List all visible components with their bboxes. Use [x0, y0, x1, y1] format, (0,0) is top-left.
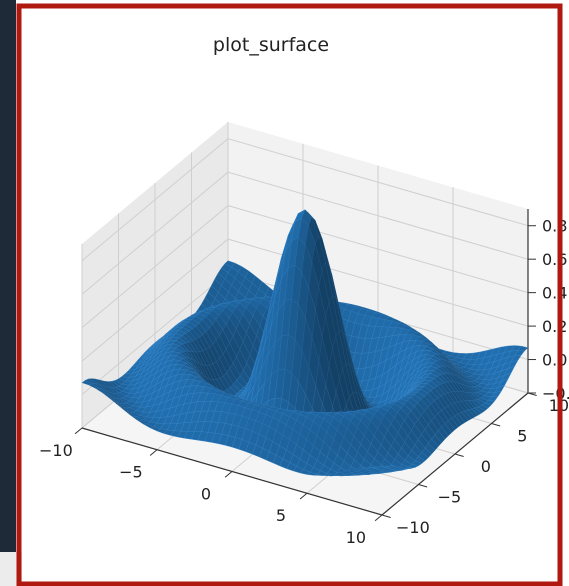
grid-line-z — [81, 171, 529, 295]
x-tick-label: 0 — [201, 484, 211, 503]
z-tick-label: 0.4 — [542, 284, 567, 303]
x-tick-mark — [224, 471, 233, 478]
x-tick-mark — [74, 427, 83, 435]
y-tick-mark — [418, 484, 428, 488]
x-tick-label: −5 — [119, 463, 143, 482]
z-tick-label: 0.0 — [542, 351, 567, 370]
z-tick-label: 0.6 — [542, 250, 567, 269]
x-tick-label: 10 — [346, 528, 366, 547]
x-tick-mark — [299, 492, 308, 500]
grid-line-z — [81, 138, 529, 262]
y-tick-mark — [381, 514, 391, 518]
x-tick-mark — [374, 514, 383, 522]
window-frame — [16, 3, 563, 586]
y-tick-mark — [491, 423, 501, 427]
y-tick-label: −10 — [396, 518, 430, 537]
z-tick-label: 0.8 — [542, 217, 567, 236]
surface-plot — [81, 209, 529, 477]
y-tick-label: −5 — [438, 487, 462, 506]
z-tick-label: −0.2 — [542, 384, 569, 403]
x-tick-mark — [149, 449, 158, 456]
left-dark-panel — [0, 0, 16, 552]
x-tick-label: −10 — [39, 441, 73, 460]
grid-line-z — [81, 238, 529, 362]
y-tick-label: 0 — [481, 457, 491, 476]
y-tick-mark — [454, 453, 464, 457]
y-tick-label: 5 — [517, 426, 527, 445]
surface-patch — [374, 466, 386, 470]
chart-title: plot_surface — [213, 34, 329, 56]
z-tick-label: 0.2 — [542, 317, 567, 336]
x-tick-label: 5 — [276, 506, 286, 525]
grid-line-z — [81, 205, 529, 328]
